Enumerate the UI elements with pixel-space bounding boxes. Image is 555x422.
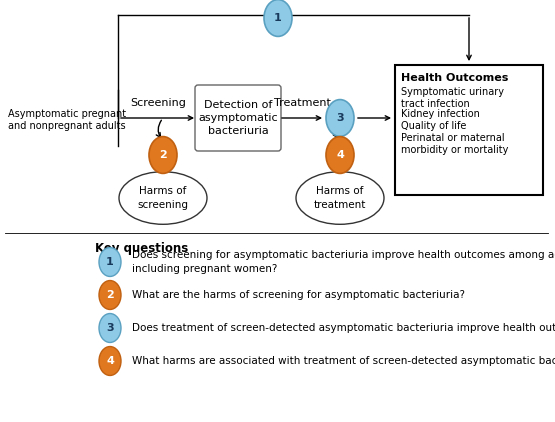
Text: 2: 2 bbox=[159, 150, 167, 160]
Ellipse shape bbox=[99, 248, 121, 276]
Text: 4: 4 bbox=[106, 356, 114, 366]
Ellipse shape bbox=[99, 281, 121, 309]
Ellipse shape bbox=[326, 100, 354, 136]
Text: 1: 1 bbox=[106, 257, 114, 267]
Ellipse shape bbox=[326, 137, 354, 173]
Text: Asymptomatic pregnant
and nonpregnant adults: Asymptomatic pregnant and nonpregnant ad… bbox=[8, 109, 126, 131]
Text: Detection of
asymptomatic
bacteriuria: Detection of asymptomatic bacteriuria bbox=[198, 100, 278, 136]
FancyBboxPatch shape bbox=[195, 85, 281, 151]
Text: Screening: Screening bbox=[130, 98, 186, 108]
Text: Quality of life: Quality of life bbox=[401, 121, 466, 131]
Text: Key questions: Key questions bbox=[95, 242, 188, 255]
Text: Does screening for asymptomatic bacteriuria improve health outcomes among adults: Does screening for asymptomatic bacteriu… bbox=[132, 250, 555, 273]
Text: Harms of
treatment: Harms of treatment bbox=[314, 187, 366, 210]
Text: What are the harms of screening for asymptomatic bacteriuria?: What are the harms of screening for asym… bbox=[132, 290, 465, 300]
Text: Symptomatic urinary
tract infection: Symptomatic urinary tract infection bbox=[401, 87, 504, 109]
Ellipse shape bbox=[264, 0, 292, 36]
Text: 3: 3 bbox=[336, 113, 344, 123]
Ellipse shape bbox=[149, 137, 177, 173]
Ellipse shape bbox=[296, 172, 384, 225]
Ellipse shape bbox=[99, 314, 121, 343]
Text: What harms are associated with treatment of screen-detected asymptomatic bacteri: What harms are associated with treatment… bbox=[132, 356, 555, 366]
Text: Does treatment of screen-detected asymptomatic bacteriuria improve health outcom: Does treatment of screen-detected asympt… bbox=[132, 323, 555, 333]
Text: Treatment: Treatment bbox=[274, 98, 330, 108]
Text: 1: 1 bbox=[274, 13, 282, 23]
Text: Harms of
screening: Harms of screening bbox=[138, 187, 189, 210]
Text: Health Outcomes: Health Outcomes bbox=[401, 73, 508, 83]
Text: Perinatal or maternal
morbidity or mortality: Perinatal or maternal morbidity or morta… bbox=[401, 133, 508, 155]
Ellipse shape bbox=[119, 172, 207, 225]
Text: 3: 3 bbox=[106, 323, 114, 333]
Text: 4: 4 bbox=[336, 150, 344, 160]
Ellipse shape bbox=[99, 346, 121, 376]
Bar bbox=[395, 65, 543, 195]
Text: 2: 2 bbox=[106, 290, 114, 300]
Text: Kidney infection: Kidney infection bbox=[401, 109, 480, 119]
